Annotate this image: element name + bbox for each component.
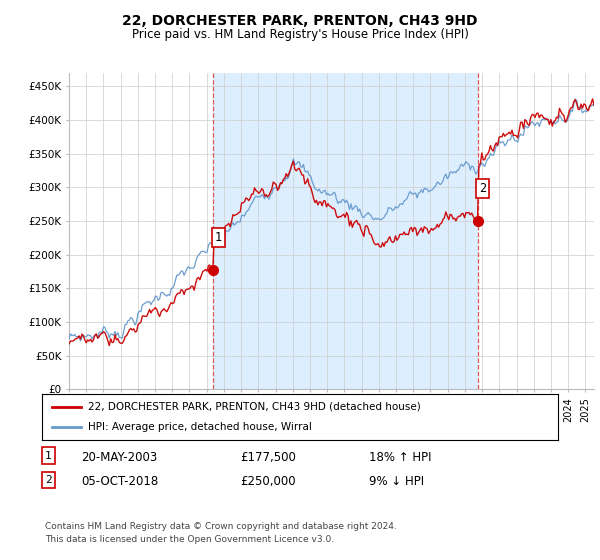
Text: 22, DORCHESTER PARK, PRENTON, CH43 9HD: 22, DORCHESTER PARK, PRENTON, CH43 9HD [122, 14, 478, 28]
Text: Price paid vs. HM Land Registry's House Price Index (HPI): Price paid vs. HM Land Registry's House … [131, 28, 469, 41]
Text: 9% ↓ HPI: 9% ↓ HPI [369, 475, 424, 488]
Text: 22, DORCHESTER PARK, PRENTON, CH43 9HD (detached house): 22, DORCHESTER PARK, PRENTON, CH43 9HD (… [88, 402, 421, 412]
Text: £177,500: £177,500 [240, 451, 296, 464]
Bar [213, 73, 478, 389]
Text: 2: 2 [45, 475, 52, 485]
Text: Contains HM Land Registry data © Crown copyright and database right 2024.: Contains HM Land Registry data © Crown c… [45, 522, 397, 531]
Text: 1: 1 [215, 231, 222, 244]
Text: £250,000: £250,000 [240, 475, 296, 488]
Text: 20-MAY-2003: 20-MAY-2003 [81, 451, 157, 464]
Text: This data is licensed under the Open Government Licence v3.0.: This data is licensed under the Open Gov… [45, 535, 334, 544]
Text: 2: 2 [479, 183, 487, 195]
Text: HPI: Average price, detached house, Wirral: HPI: Average price, detached house, Wirr… [88, 422, 313, 432]
Text: 18% ↑ HPI: 18% ↑ HPI [369, 451, 431, 464]
Text: 05-OCT-2018: 05-OCT-2018 [81, 475, 158, 488]
Text: 1: 1 [45, 451, 52, 461]
